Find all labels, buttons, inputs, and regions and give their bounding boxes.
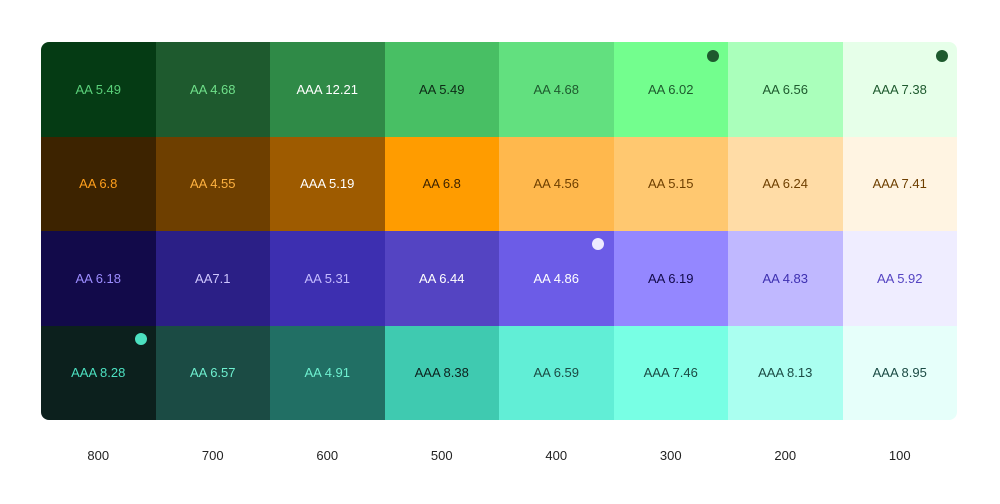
swatch: AA 4.68 [155, 42, 270, 137]
swatch: AA 4.91 [270, 325, 385, 420]
column-label: 100 [888, 448, 911, 463]
swatch: AA 6.8 [41, 136, 156, 231]
marker-dot [135, 333, 147, 345]
column-label: 700 [201, 448, 224, 463]
swatch: AA 5.15 [613, 136, 728, 231]
swatch: AAA 8.95 [842, 325, 957, 420]
swatch: AA 4.56 [499, 136, 614, 231]
swatch: AA 5.31 [270, 231, 385, 326]
column-label: 500 [430, 448, 453, 463]
marker-dot [592, 238, 604, 250]
marker-dot [707, 50, 719, 62]
swatch: AAA 8.13 [728, 325, 843, 420]
swatch: AA 4.83 [728, 231, 843, 326]
swatch: AA7.1 [155, 231, 270, 326]
swatch: AAA 5.19 [270, 136, 385, 231]
swatch: AA 6.18 [41, 231, 156, 326]
swatch: AAA 12.21 [270, 42, 385, 137]
swatch: AAA 7.41 [842, 136, 957, 231]
column-label: 400 [545, 448, 568, 463]
swatch: AA 5.49 [41, 42, 156, 137]
swatch: AA 5.49 [384, 42, 499, 137]
column-label: 300 [659, 448, 682, 463]
column-label: 200 [774, 448, 797, 463]
swatch: AAA 7.46 [613, 325, 728, 420]
swatch: AA 4.55 [155, 136, 270, 231]
swatch: AA 4.68 [499, 42, 614, 137]
marker-dot [936, 50, 948, 62]
swatch: AA 6.24 [728, 136, 843, 231]
swatch: AA 6.44 [384, 231, 499, 326]
swatch-grid: AA 5.49 AA 4.68 AAA 12.21 AA 5.49 AA 4.68 AA … [41, 42, 957, 420]
swatch: AA 6.19 [613, 231, 728, 326]
swatch: AAA 8.38 [384, 325, 499, 420]
swatch: AA 6.57 [155, 325, 270, 420]
column-label: 800 [87, 448, 110, 463]
swatch: AA 6.59 [499, 325, 614, 420]
swatch: AA 6.8 [384, 136, 499, 231]
column-labels: 800 700 600 500 400 300 200 100 [41, 448, 957, 463]
swatch: AA 6.56 [728, 42, 843, 137]
column-label: 600 [316, 448, 339, 463]
swatch: AA 5.92 [842, 231, 957, 326]
